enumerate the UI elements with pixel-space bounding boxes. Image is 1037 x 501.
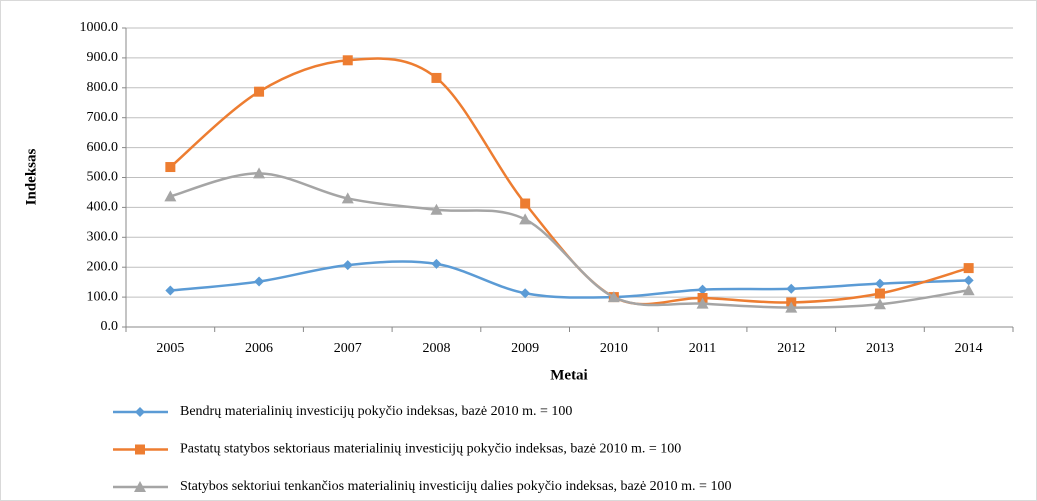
point [786, 283, 797, 294]
legend-marker [135, 444, 145, 455]
y-axis-title: Indeksas [23, 148, 39, 205]
legend-marker [135, 407, 145, 417]
point [874, 278, 885, 289]
series-line [170, 260, 969, 299]
y-tick-label: 0.0 [101, 319, 119, 334]
legend-label: Pastatų statybos sektoriaus materialinių… [180, 442, 681, 457]
point [963, 275, 974, 286]
x-tick-label: 2006 [245, 341, 273, 356]
legend-label: Bendrų materialinių investicijų pokyčio … [180, 404, 572, 419]
point [607, 291, 620, 303]
x-tick-label: 2013 [866, 341, 894, 356]
y-tick-label: 200.0 [87, 259, 119, 274]
y-tick-label: 100.0 [87, 289, 119, 304]
x-tick-label: 2011 [689, 341, 716, 356]
point [342, 55, 353, 66]
y-tick-label: 900.0 [87, 50, 119, 65]
legend-label: Statybos sektoriui tenkančios materialin… [180, 479, 731, 494]
series-line [169, 57, 969, 306]
y-tick-label: 500.0 [87, 170, 119, 185]
point [963, 263, 974, 274]
x-tick-label: 2014 [955, 341, 983, 356]
point [520, 198, 531, 209]
point [873, 298, 886, 310]
y-tick-label: 600.0 [87, 140, 119, 155]
point [430, 203, 443, 215]
y-tick-label: 800.0 [87, 80, 119, 95]
point [519, 213, 532, 225]
point [253, 167, 266, 179]
point [341, 192, 354, 204]
x-axis-title: Metai [550, 367, 587, 383]
x-tick-label: 2009 [511, 341, 539, 356]
point [254, 86, 265, 97]
point [431, 72, 442, 83]
point [164, 190, 177, 202]
point [874, 288, 885, 299]
x-tick-label: 2012 [777, 341, 805, 356]
legend-marker [134, 481, 146, 492]
point [165, 285, 176, 296]
series-line [170, 172, 969, 309]
point [254, 276, 265, 287]
point [697, 284, 708, 295]
x-tick-label: 2007 [334, 341, 362, 356]
point [520, 288, 531, 299]
point [962, 284, 975, 296]
point [785, 301, 798, 313]
y-tick-label: 400.0 [87, 200, 119, 215]
x-tick-label: 2010 [600, 341, 628, 356]
x-tick-label: 2008 [422, 341, 450, 356]
x-tick-label: 2005 [156, 341, 184, 356]
point [431, 258, 442, 269]
y-tick-label: 300.0 [87, 230, 119, 245]
point [165, 162, 176, 173]
y-tick-label: 1000.0 [80, 20, 119, 35]
point [342, 260, 353, 271]
point [696, 297, 709, 309]
y-tick-label: 700.0 [87, 110, 119, 125]
